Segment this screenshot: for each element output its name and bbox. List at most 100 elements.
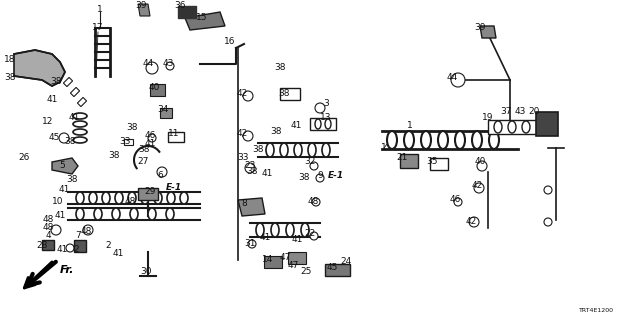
Ellipse shape	[89, 192, 97, 204]
Text: 38: 38	[67, 175, 77, 185]
Text: 28: 28	[36, 242, 48, 251]
Text: 47: 47	[279, 253, 291, 262]
Circle shape	[243, 131, 253, 141]
Circle shape	[477, 161, 487, 171]
Text: 48: 48	[42, 215, 54, 225]
Text: 41: 41	[261, 170, 273, 179]
Text: 19: 19	[483, 114, 493, 123]
Ellipse shape	[128, 192, 136, 204]
Text: 41: 41	[291, 122, 301, 131]
Text: 36: 36	[174, 2, 186, 11]
Text: 32: 32	[304, 157, 316, 166]
Ellipse shape	[280, 143, 288, 157]
Text: 39: 39	[135, 2, 147, 11]
Ellipse shape	[508, 121, 516, 133]
Text: 10: 10	[52, 197, 64, 206]
Polygon shape	[185, 12, 225, 30]
Ellipse shape	[286, 223, 294, 237]
Polygon shape	[238, 198, 265, 216]
Ellipse shape	[325, 119, 331, 129]
Text: 18: 18	[4, 55, 16, 65]
Ellipse shape	[76, 192, 84, 204]
Text: 31: 31	[244, 239, 256, 249]
Ellipse shape	[167, 192, 175, 204]
Polygon shape	[480, 26, 496, 38]
Ellipse shape	[494, 121, 502, 133]
Polygon shape	[138, 4, 150, 16]
Text: 38: 38	[246, 167, 258, 177]
Circle shape	[474, 183, 484, 193]
Text: 45: 45	[326, 263, 338, 273]
Text: 35: 35	[426, 157, 438, 166]
Text: 20: 20	[528, 108, 540, 116]
Text: 15: 15	[196, 13, 208, 22]
Text: 25: 25	[300, 268, 312, 276]
Polygon shape	[536, 112, 558, 136]
Ellipse shape	[180, 192, 188, 204]
Text: 48: 48	[80, 228, 92, 236]
Text: 43: 43	[163, 60, 173, 68]
Text: TRT4E1200: TRT4E1200	[579, 308, 614, 313]
Bar	[77, 97, 86, 107]
Polygon shape	[74, 240, 86, 252]
Text: 48: 48	[124, 197, 136, 206]
Ellipse shape	[322, 143, 330, 157]
Polygon shape	[160, 108, 172, 118]
Ellipse shape	[301, 223, 309, 237]
Text: 38: 38	[278, 90, 290, 99]
Text: 6: 6	[157, 171, 163, 180]
Text: 14: 14	[262, 255, 274, 265]
Text: 38: 38	[298, 173, 310, 182]
Polygon shape	[138, 188, 158, 200]
Text: 38: 38	[138, 146, 150, 155]
Text: 46: 46	[144, 132, 156, 140]
Ellipse shape	[266, 143, 274, 157]
Polygon shape	[280, 88, 300, 100]
Ellipse shape	[148, 208, 156, 220]
Circle shape	[166, 62, 174, 70]
Bar	[124, 139, 132, 145]
Polygon shape	[400, 154, 418, 168]
Circle shape	[59, 133, 69, 143]
Circle shape	[451, 73, 465, 87]
Text: 38: 38	[64, 138, 76, 147]
Text: 29: 29	[144, 188, 156, 196]
Circle shape	[316, 174, 324, 182]
Ellipse shape	[472, 131, 482, 149]
Text: 38: 38	[270, 127, 282, 137]
Text: 42: 42	[236, 130, 248, 139]
Text: 34: 34	[157, 106, 169, 115]
Circle shape	[544, 218, 552, 226]
Polygon shape	[325, 264, 350, 276]
Ellipse shape	[404, 131, 414, 149]
Text: 8: 8	[241, 199, 247, 209]
Text: 33: 33	[237, 154, 249, 163]
Polygon shape	[14, 50, 65, 86]
Ellipse shape	[115, 192, 123, 204]
Text: 46: 46	[449, 196, 461, 204]
Text: 38: 38	[252, 146, 264, 155]
Ellipse shape	[421, 131, 431, 149]
Text: 2: 2	[105, 242, 111, 251]
Circle shape	[148, 134, 156, 142]
Text: 41: 41	[112, 250, 124, 259]
Ellipse shape	[387, 131, 397, 149]
Ellipse shape	[256, 223, 264, 237]
Polygon shape	[288, 252, 306, 264]
Text: 45: 45	[48, 133, 60, 142]
Text: 47: 47	[287, 261, 299, 270]
Text: 17: 17	[92, 23, 104, 33]
Text: 41: 41	[259, 234, 271, 243]
Ellipse shape	[141, 192, 149, 204]
Text: 30: 30	[140, 268, 152, 276]
Circle shape	[315, 103, 325, 113]
Ellipse shape	[73, 129, 87, 135]
Text: 41: 41	[54, 212, 66, 220]
Circle shape	[51, 225, 61, 235]
Text: 40: 40	[474, 157, 486, 166]
Text: 7: 7	[75, 231, 81, 241]
Text: 2: 2	[73, 245, 79, 254]
Circle shape	[310, 232, 318, 240]
Ellipse shape	[294, 143, 302, 157]
Text: 38: 38	[275, 63, 285, 73]
